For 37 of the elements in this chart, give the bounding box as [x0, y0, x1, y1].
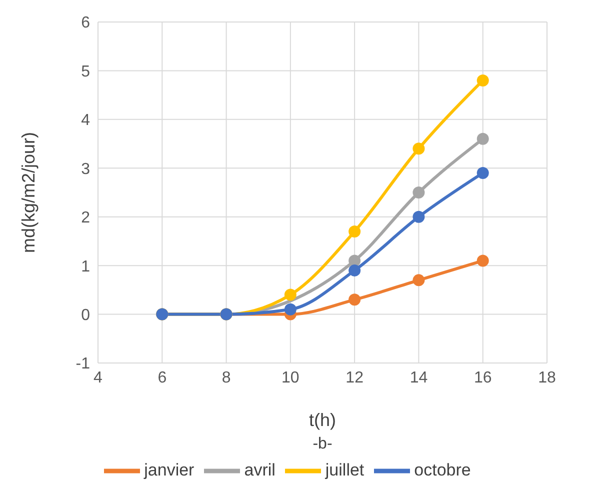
point — [476, 254, 489, 267]
x-tick-label: 4 — [94, 369, 103, 386]
legend-label: octobre — [414, 460, 471, 480]
x-tick-label: 18 — [538, 369, 556, 386]
y-tick-label: 4 — [81, 112, 90, 130]
y-tick-label: 2 — [81, 210, 90, 227]
point — [476, 167, 489, 180]
x-tick-label: 8 — [222, 369, 231, 386]
y-axis-title: md(kg/m2/jour) — [18, 132, 38, 254]
point — [412, 274, 425, 286]
y-tick-label: -1 — [76, 356, 90, 373]
x-tick-label: 12 — [346, 369, 364, 386]
point — [412, 142, 425, 155]
x-axis-title: t(h) — [309, 410, 336, 430]
text: -b- — [312, 435, 332, 452]
legend-label: juillet — [325, 460, 364, 480]
legend-label: janvier — [144, 460, 194, 480]
y-tick-label: 1 — [81, 258, 90, 276]
point — [284, 288, 296, 301]
x-tick-label: 14 — [410, 369, 428, 386]
y-tick-label: 3 — [81, 160, 90, 178]
point — [476, 74, 489, 86]
y-tick-label: 0 — [81, 306, 90, 324]
x-tick-label: 16 — [474, 369, 492, 386]
legend-label: avril — [244, 460, 276, 480]
point — [348, 294, 361, 306]
point — [412, 210, 425, 223]
y-tick-label: 5 — [81, 63, 90, 80]
point — [412, 186, 425, 198]
x-tick-label: 10 — [282, 369, 300, 386]
x-tick-label: 6 — [158, 369, 167, 386]
point — [348, 264, 361, 276]
point — [348, 225, 361, 238]
point — [284, 303, 296, 316]
point — [348, 254, 361, 267]
point — [476, 132, 489, 145]
y-tick-label: 6 — [81, 14, 90, 32]
